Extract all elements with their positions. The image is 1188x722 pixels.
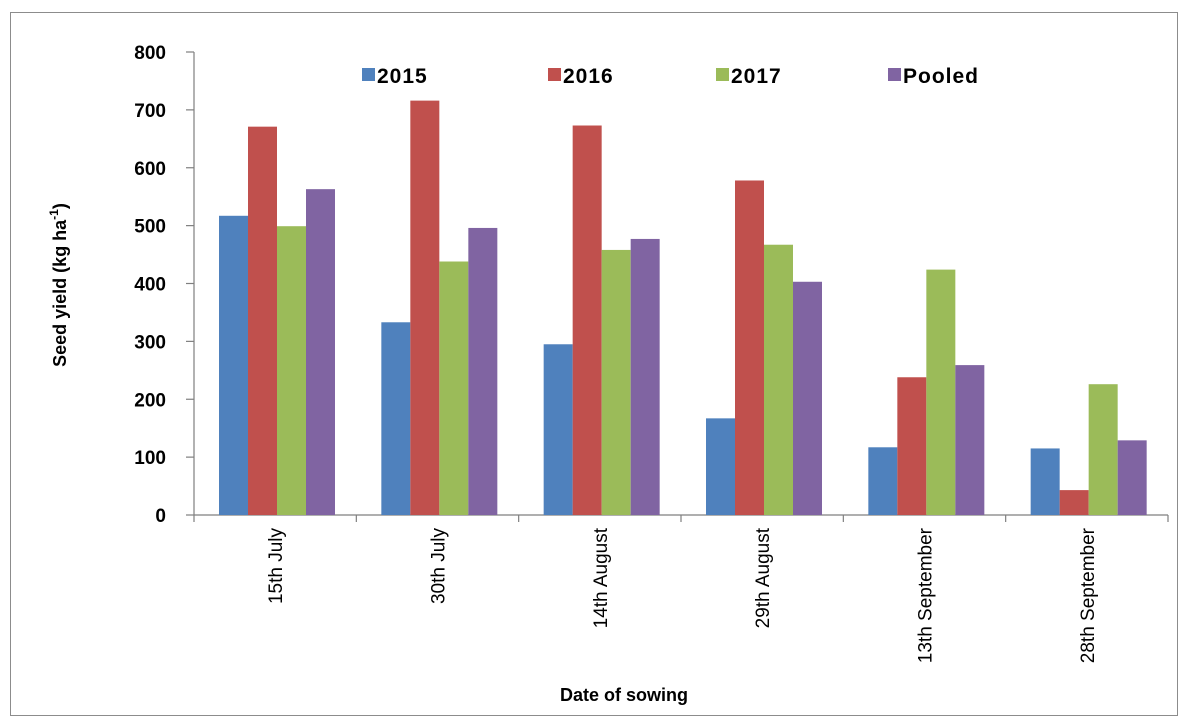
bar-2015-4 bbox=[706, 418, 735, 515]
y-tick-label: 400 bbox=[134, 275, 166, 296]
y-tick-label: 200 bbox=[134, 390, 166, 411]
x-tick-label: 14th August bbox=[591, 527, 612, 628]
y-tick-label: 800 bbox=[134, 43, 166, 64]
bar-2015-5 bbox=[868, 447, 898, 515]
bar-2015-1 bbox=[219, 215, 248, 515]
y-tick-label: 100 bbox=[134, 448, 166, 469]
legend-swatch bbox=[362, 68, 375, 81]
bar-2016-5 bbox=[897, 377, 927, 515]
bar-2016-3 bbox=[572, 125, 602, 515]
x-tick-label: 30th July bbox=[429, 528, 450, 605]
y-tick-label: 600 bbox=[134, 159, 166, 180]
bar-pooled-2 bbox=[468, 227, 498, 515]
y-axis-title: Seed yield (kg ha-1) bbox=[47, 203, 70, 367]
bar-2017-5 bbox=[926, 269, 956, 515]
x-tick-label: 29th August bbox=[753, 527, 774, 628]
bar-2015-6 bbox=[1030, 448, 1060, 515]
bar-pooled-4 bbox=[793, 281, 822, 515]
legend-label: Pooled bbox=[903, 65, 979, 88]
legend-swatch bbox=[888, 68, 901, 81]
legend-label: 2016 bbox=[563, 65, 614, 88]
bar-2015-2 bbox=[381, 322, 411, 515]
y-tick-label: 0 bbox=[155, 506, 166, 527]
bar-2017-2 bbox=[439, 261, 469, 515]
legend-swatch bbox=[548, 68, 561, 81]
x-axis: 15th July 30th July 14th August 29th August… bbox=[193, 514, 1169, 663]
bar-2016-1 bbox=[248, 126, 277, 515]
x-tick-label: 15th July bbox=[266, 528, 287, 605]
bar-pooled-6 bbox=[1117, 440, 1147, 515]
bar-pooled-5 bbox=[955, 365, 985, 515]
bar-2017-3 bbox=[601, 249, 631, 515]
bar-2016-6 bbox=[1059, 490, 1089, 515]
bar-pooled-3 bbox=[630, 238, 660, 515]
x-axis-title: Date of sowing bbox=[560, 685, 688, 705]
bar-2016-2 bbox=[410, 100, 440, 516]
bar-2017-1 bbox=[277, 226, 306, 516]
bar-pooled-1 bbox=[306, 189, 335, 515]
bar-2017-4 bbox=[764, 244, 793, 515]
y-tick-label: 300 bbox=[134, 332, 166, 353]
bars bbox=[219, 100, 1147, 516]
legend-label: 2017 bbox=[731, 65, 782, 88]
legend-swatch bbox=[716, 68, 729, 81]
bar-2016-4 bbox=[735, 180, 764, 516]
y-tick-label: 500 bbox=[134, 217, 166, 238]
legend: 2015 2016 2017 Pooled bbox=[362, 65, 979, 88]
x-tick-label: 28th September bbox=[1078, 527, 1099, 663]
y-tick-label: 700 bbox=[134, 101, 166, 122]
x-tick-label: 13th September bbox=[916, 527, 937, 663]
bar-2017-6 bbox=[1088, 384, 1118, 515]
y-axis: 0 100 200 300 400 500 600 700 800 bbox=[134, 43, 195, 527]
legend-label: 2015 bbox=[377, 65, 428, 88]
bar-2015-3 bbox=[543, 344, 573, 515]
